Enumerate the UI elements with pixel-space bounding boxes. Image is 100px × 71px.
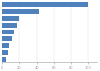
Bar [2,23,17,28]
Bar [2,30,14,34]
Bar [2,16,19,21]
Bar [2,50,8,55]
Bar [2,2,88,7]
Bar [2,36,12,41]
Bar [2,57,6,62]
Bar [2,9,39,14]
Bar [2,43,9,48]
